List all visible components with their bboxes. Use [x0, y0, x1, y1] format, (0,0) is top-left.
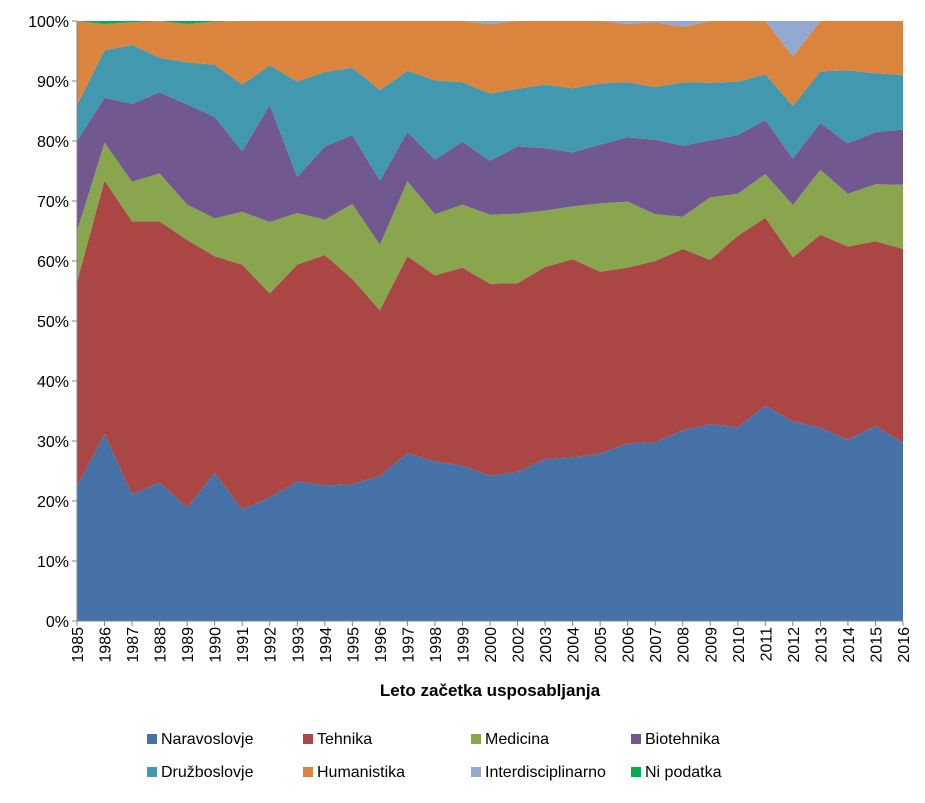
legend-label: Biotehnika [645, 731, 720, 748]
x-tick-label: 2010 [731, 627, 748, 663]
x-tick-label: 2000 [483, 627, 500, 663]
legend-item-druzboslovje: Družboslovje [147, 764, 254, 781]
plot-areas [77, 21, 903, 621]
x-tick-label: 1996 [373, 627, 390, 663]
y-tick-label: 40% [37, 374, 69, 391]
x-tick-label: 2007 [648, 627, 665, 663]
y-tick-label: 20% [37, 494, 69, 511]
x-tick-label: 2014 [841, 627, 858, 663]
x-tick-label: 1987 [125, 627, 142, 663]
x-axis-label: Leto začetka usposabljanja [380, 681, 601, 700]
x-tick-label: 1991 [235, 627, 252, 663]
legend-label: Interdisciplinarno [485, 764, 606, 781]
y-tick-label: 100% [28, 14, 69, 31]
legend-item-naravoslovje: Naravoslovje [147, 731, 254, 748]
legend-label: Naravoslovje [161, 731, 254, 748]
area-druzboslovje [77, 45, 903, 181]
legend-label: Ni podatka [645, 764, 722, 781]
x-tick-label: 1986 [98, 627, 115, 663]
legend-swatch [471, 734, 481, 744]
x-tick-label: 1989 [180, 627, 197, 663]
y-tick-label: 80% [37, 134, 69, 151]
x-tick-label: 2011 [758, 627, 775, 662]
area-medicina [77, 142, 903, 311]
x-tick-label: 2003 [538, 627, 555, 663]
x-tick-label: 1992 [263, 627, 280, 663]
x-tick-label: 2015 [869, 627, 886, 663]
x-tick-label: 1998 [428, 627, 445, 663]
legend-label: Medicina [485, 731, 549, 748]
x-tick-label: 1995 [345, 627, 362, 663]
x-tick-label: 2016 [896, 627, 913, 663]
x-tick-label: 1985 [70, 627, 87, 663]
y-tick-label: 70% [37, 194, 69, 211]
legend-item-humanistika: Humanistika [303, 764, 405, 781]
x-tick-label: 1993 [290, 627, 307, 663]
y-tick-label: 60% [37, 254, 69, 271]
legend-swatch [631, 734, 641, 744]
legend-swatch [303, 767, 313, 777]
y-tick-label: 0% [46, 614, 69, 631]
x-tick-label: 1994 [318, 627, 335, 663]
y-tick-label: 90% [37, 74, 69, 91]
x-tick-label: 1988 [153, 627, 170, 663]
x-tick-label: 2009 [703, 627, 720, 663]
legend-label: Družboslovje [161, 764, 254, 781]
x-tick-label: 1999 [456, 627, 473, 663]
legend-item-ni-podatka: Ni podatka [631, 764, 722, 781]
area-humanistika [77, 21, 903, 106]
x-tick-label: 2005 [593, 627, 610, 663]
legend-item-tehnika: Tehnika [303, 731, 372, 748]
area-tehnika [77, 180, 903, 510]
legend-swatch [147, 734, 157, 744]
legend-swatch [631, 767, 641, 777]
y-tick-label: 30% [37, 434, 69, 451]
x-tick-labels: 1985 1986 1987 1988 1989 1990 1991 1992 1993 1994… [70, 627, 913, 663]
area-naravoslovje [77, 405, 903, 621]
area-biotehnika [77, 92, 903, 245]
axes [72, 20, 904, 626]
legend-swatch [303, 734, 313, 744]
x-tick-label: 2002 [511, 627, 528, 663]
legend-label: Tehnika [317, 731, 372, 748]
legend-item-interdisciplinarno: Interdisciplinarno [471, 764, 606, 781]
legend-item-biotehnika: Biotehnika [631, 731, 720, 748]
legend-swatch [471, 767, 481, 777]
legend-label: Humanistika [317, 764, 405, 781]
x-tick-label: 2012 [786, 627, 803, 663]
y-tick-labels: 0% 10% 20% 30% 40% 50% 60% 70% 80% 90% 100% [28, 14, 69, 631]
y-tick-label: 10% [37, 554, 69, 571]
legend-item-medicina: Medicina [471, 731, 549, 748]
x-tick-label: 2004 [566, 627, 583, 663]
x-tick-label: 2008 [676, 627, 693, 663]
x-tick-label: 1990 [208, 627, 225, 663]
x-tick-label: 2013 [813, 627, 830, 663]
x-tick-label: 2006 [621, 627, 638, 663]
legend-swatch [147, 767, 157, 777]
y-tick-label: 50% [37, 314, 69, 331]
legend: Naravoslovje Tehnika Medicina Biotehnika Dru… [147, 731, 722, 781]
x-tick-label: 1997 [400, 627, 417, 663]
